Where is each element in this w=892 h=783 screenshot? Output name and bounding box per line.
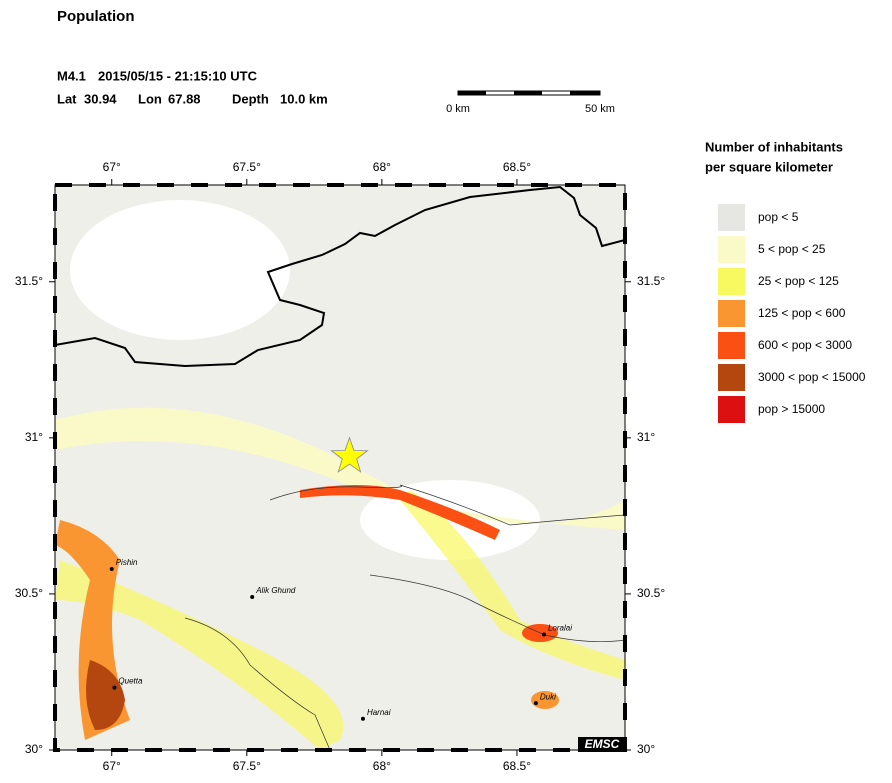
city-label: Pishin <box>116 558 138 567</box>
legend-label: 125 < pop < 600 <box>758 306 846 320</box>
y-tick-label: 31.5° <box>637 274 665 288</box>
scale-bar-segment <box>514 91 542 95</box>
legend-swatch <box>718 332 745 359</box>
legend-swatch <box>718 396 745 423</box>
city-label: Quetta <box>118 677 143 686</box>
legend-swatch <box>718 268 745 295</box>
x-tick-label: 67.5° <box>233 759 261 773</box>
raster-area <box>86 660 125 730</box>
city-marker <box>360 716 365 721</box>
title: Population <box>57 8 135 25</box>
legend-title: per square kilometer <box>705 159 833 174</box>
city-marker <box>250 595 255 600</box>
x-tick-label: 68° <box>373 160 391 174</box>
city-label: Alik Ghund <box>255 586 296 595</box>
province-border <box>369 574 625 642</box>
x-tick-label: 67° <box>103 160 121 174</box>
country-border <box>55 185 625 368</box>
raster-area <box>300 485 500 540</box>
magnitude: M4.1 <box>57 68 86 83</box>
province-border <box>184 617 331 750</box>
legend-swatch <box>718 300 745 327</box>
city-marker <box>112 685 117 690</box>
y-tick-label: 30° <box>25 742 43 756</box>
scale-bar <box>457 90 601 96</box>
legend-label: 3000 < pop < 15000 <box>758 370 866 384</box>
x-tick-label: 68.5° <box>503 759 531 773</box>
y-tick-label: 30° <box>637 742 655 756</box>
map-frame-line <box>54 184 626 751</box>
lat-label: Lat <box>57 91 77 106</box>
raster-area <box>400 490 625 680</box>
legend-title: Number of inhabitants <box>705 139 843 154</box>
province-border <box>269 484 625 526</box>
y-tick-label: 31° <box>25 430 43 444</box>
legend-swatch <box>718 204 745 231</box>
x-tick-label: 67.5° <box>233 160 261 174</box>
x-tick-label: 67° <box>103 759 121 773</box>
city-marker <box>533 701 538 706</box>
city-label: Loralai <box>548 624 572 633</box>
raster-area <box>55 560 344 750</box>
legend-swatch <box>718 236 745 263</box>
y-tick-label: 31.5° <box>15 274 43 288</box>
datetime: 2015/05/15 - 21:15:10 UTC <box>98 68 258 83</box>
legend-swatch <box>718 364 745 391</box>
legend-label: 600 < pop < 3000 <box>758 338 852 352</box>
epicenter <box>330 436 369 473</box>
x-tick-label: 68° <box>373 759 391 773</box>
legend-label: 25 < pop < 125 <box>758 274 839 288</box>
scale-bar-segment <box>458 91 486 95</box>
lon: 67.88 <box>168 91 201 106</box>
city-marker <box>109 566 114 571</box>
raster-area <box>70 200 290 340</box>
city-marker <box>541 632 546 637</box>
scale-bar-segment <box>570 91 600 95</box>
raster-area <box>531 691 559 709</box>
lon-label: Lon <box>138 91 162 106</box>
legend-label: pop > 15000 <box>758 402 825 416</box>
lat: 30.94 <box>84 91 117 106</box>
depth-label: Depth <box>232 91 269 106</box>
depth: 10.0 km <box>280 91 328 106</box>
credit-box <box>578 737 625 752</box>
y-tick-label: 31° <box>637 430 655 444</box>
credit: EMSC <box>585 737 620 751</box>
x-tick-label: 68.5° <box>503 160 531 174</box>
scale-start: 0 km <box>446 103 470 115</box>
legend-label: pop < 5 <box>758 210 799 224</box>
legend-label: 5 < pop < 25 <box>758 242 826 256</box>
city-label: Duki <box>540 692 556 701</box>
y-tick-label: 30.5° <box>637 586 665 600</box>
scale-end: 50 km <box>585 103 615 115</box>
y-tick-label: 30.5° <box>15 586 43 600</box>
city-label: Harnai <box>367 708 391 717</box>
